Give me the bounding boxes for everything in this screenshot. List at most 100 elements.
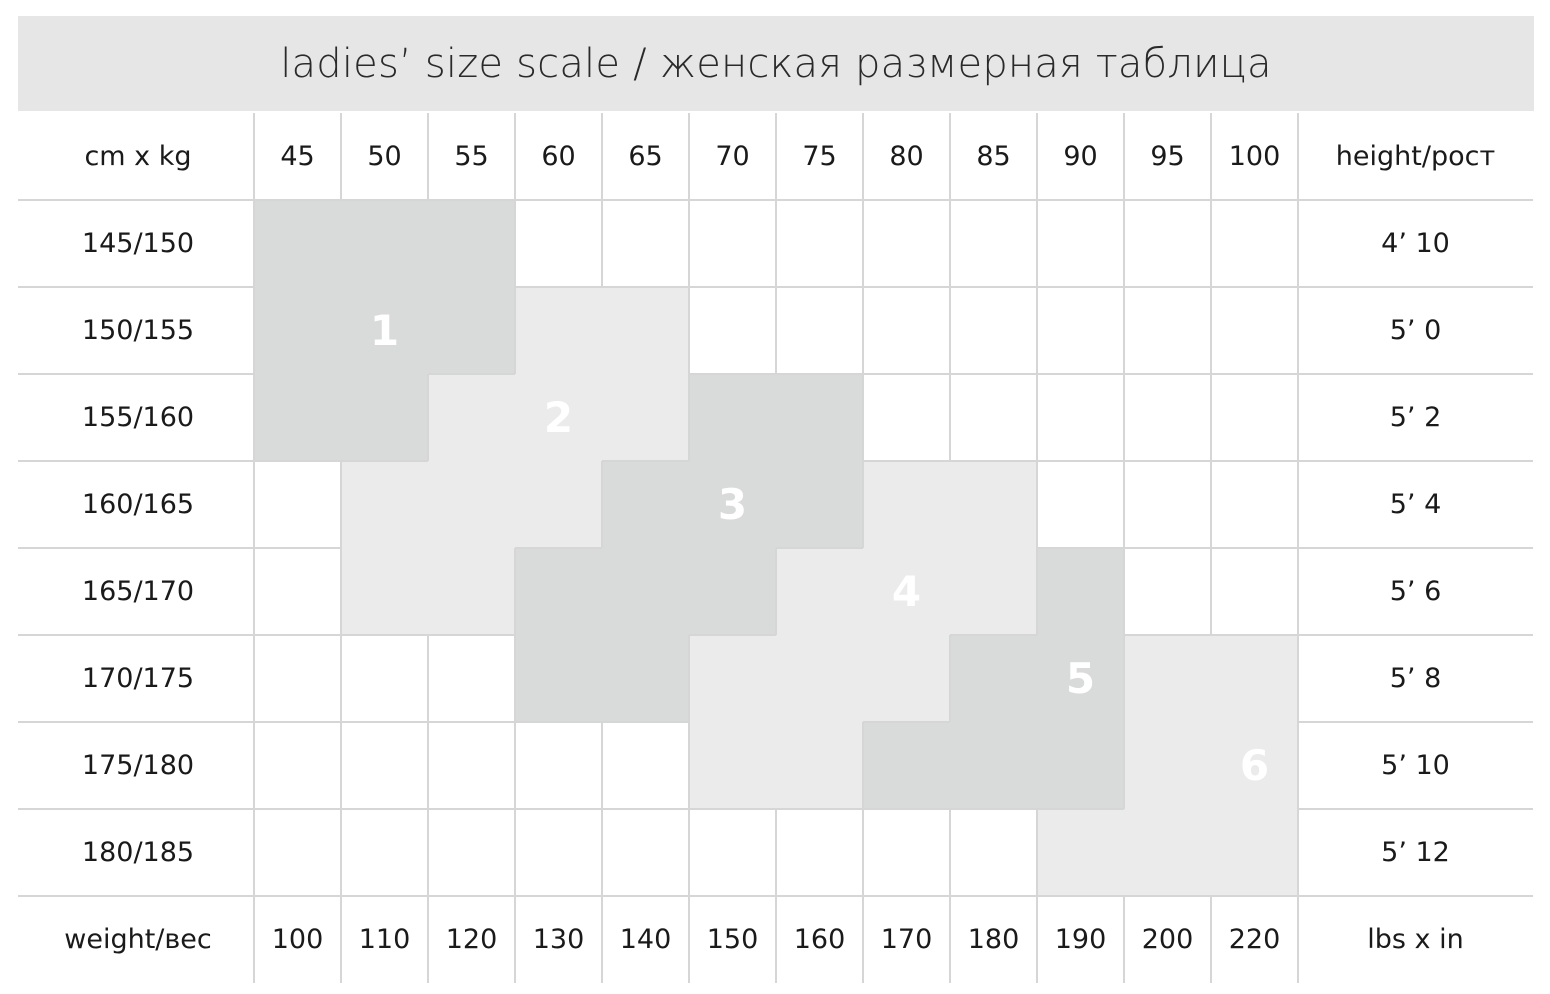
size-cell <box>254 287 341 374</box>
size-cell <box>428 200 515 287</box>
size-cell <box>341 200 428 287</box>
footer-weight-lbs: 120 <box>446 924 498 955</box>
row-height-in: 5’ 4 <box>1390 489 1442 520</box>
size-cell <box>1124 722 1211 809</box>
size-cell <box>689 635 776 722</box>
size-cell <box>341 287 428 374</box>
size-cell <box>950 548 1037 635</box>
footer-weight-lbs: 170 <box>881 924 933 955</box>
row-height-cm: 165/170 <box>82 576 194 607</box>
size-cell <box>863 461 950 548</box>
size-cell <box>689 461 776 548</box>
size-cell <box>863 722 950 809</box>
size-number-label: 1 <box>370 306 399 355</box>
size-cell <box>602 374 689 461</box>
size-cell <box>602 461 689 548</box>
footer-weight-lbs: 130 <box>533 924 585 955</box>
size-cell <box>1211 722 1298 809</box>
row-height-in: 4’ 10 <box>1381 228 1450 259</box>
row-height-in: 5’ 2 <box>1390 402 1442 433</box>
header-weight-kg: 95 <box>1150 141 1184 172</box>
header-weight-kg: 90 <box>1063 141 1097 172</box>
size-cell <box>1124 635 1211 722</box>
size-cell <box>341 461 428 548</box>
page-title: ladies’ size scale / женская размерная т… <box>280 40 1272 87</box>
size-cell <box>689 722 776 809</box>
footer-weight-lbs: 100 <box>272 924 324 955</box>
size-cell <box>689 548 776 635</box>
footer-weight-lbs: 200 <box>1142 924 1194 955</box>
size-cell <box>1037 809 1124 896</box>
footer-corner-label: weight/вес <box>64 924 212 955</box>
size-cell <box>863 548 950 635</box>
size-cell <box>1124 809 1211 896</box>
header-weight-kg: 85 <box>976 141 1010 172</box>
size-cell <box>950 461 1037 548</box>
size-cell <box>341 374 428 461</box>
row-height-cm: 160/165 <box>82 489 194 520</box>
size-cell <box>428 287 515 374</box>
footer-weight-lbs: 110 <box>359 924 411 955</box>
size-cell <box>776 722 863 809</box>
footer-weight-lbs: 160 <box>794 924 846 955</box>
size-cell <box>1037 635 1124 722</box>
row-height-in: 5’ 8 <box>1390 663 1442 694</box>
footer-weight-lbs: 190 <box>1055 924 1107 955</box>
row-height-in: 5’ 0 <box>1390 315 1442 346</box>
size-cell <box>950 722 1037 809</box>
size-cell <box>602 287 689 374</box>
size-cell <box>341 548 428 635</box>
size-cell <box>515 635 602 722</box>
row-height-cm: 175/180 <box>82 750 194 781</box>
row-height-cm: 145/150 <box>82 228 194 259</box>
size-cell <box>602 548 689 635</box>
size-cell <box>1037 722 1124 809</box>
header-weight-kg: 65 <box>628 141 662 172</box>
footer-weight-lbs: 140 <box>620 924 672 955</box>
size-cell <box>428 548 515 635</box>
size-cell <box>689 374 776 461</box>
title-bar: ladies’ size scale / женская размерная т… <box>18 16 1534 111</box>
footer-weight-lbs: 220 <box>1229 924 1281 955</box>
row-height-in: 5’ 10 <box>1381 750 1450 781</box>
header-weight-kg: 75 <box>802 141 836 172</box>
header-corner-label: cm x kg <box>84 141 191 172</box>
size-cell <box>1211 635 1298 722</box>
size-cell <box>863 635 950 722</box>
size-cell <box>602 635 689 722</box>
header-height-label: height/рост <box>1336 141 1495 172</box>
header-weight-kg: 55 <box>454 141 488 172</box>
size-cell <box>776 374 863 461</box>
row-height-in: 5’ 12 <box>1381 837 1450 868</box>
size-cell <box>254 200 341 287</box>
row-height-cm: 180/185 <box>82 837 194 868</box>
header-weight-kg: 70 <box>715 141 749 172</box>
row-height-cm: 150/155 <box>82 315 194 346</box>
row-height-cm: 170/175 <box>82 663 194 694</box>
row-height-in: 5’ 6 <box>1390 576 1442 607</box>
size-cell <box>776 635 863 722</box>
size-cell <box>1037 548 1124 635</box>
size-cell <box>950 635 1037 722</box>
size-number-label: 5 <box>1066 654 1095 703</box>
size-number-label: 3 <box>718 480 747 529</box>
size-cell <box>515 287 602 374</box>
size-cell <box>1211 809 1298 896</box>
header-weight-kg: 50 <box>367 141 401 172</box>
footer-weight-lbs: 180 <box>968 924 1020 955</box>
header-weight-kg: 80 <box>889 141 923 172</box>
size-cell <box>254 374 341 461</box>
size-cell <box>776 461 863 548</box>
size-number-label: 2 <box>544 393 573 442</box>
size-cell <box>515 548 602 635</box>
size-cell <box>428 374 515 461</box>
size-number-label: 6 <box>1240 741 1269 790</box>
size-cell <box>515 461 602 548</box>
footer-units-label: lbs x in <box>1367 924 1463 955</box>
header-weight-kg: 100 <box>1229 141 1281 172</box>
size-number-label: 4 <box>892 567 921 616</box>
size-cell <box>428 461 515 548</box>
size-cell <box>776 548 863 635</box>
footer-weight-lbs: 150 <box>707 924 759 955</box>
